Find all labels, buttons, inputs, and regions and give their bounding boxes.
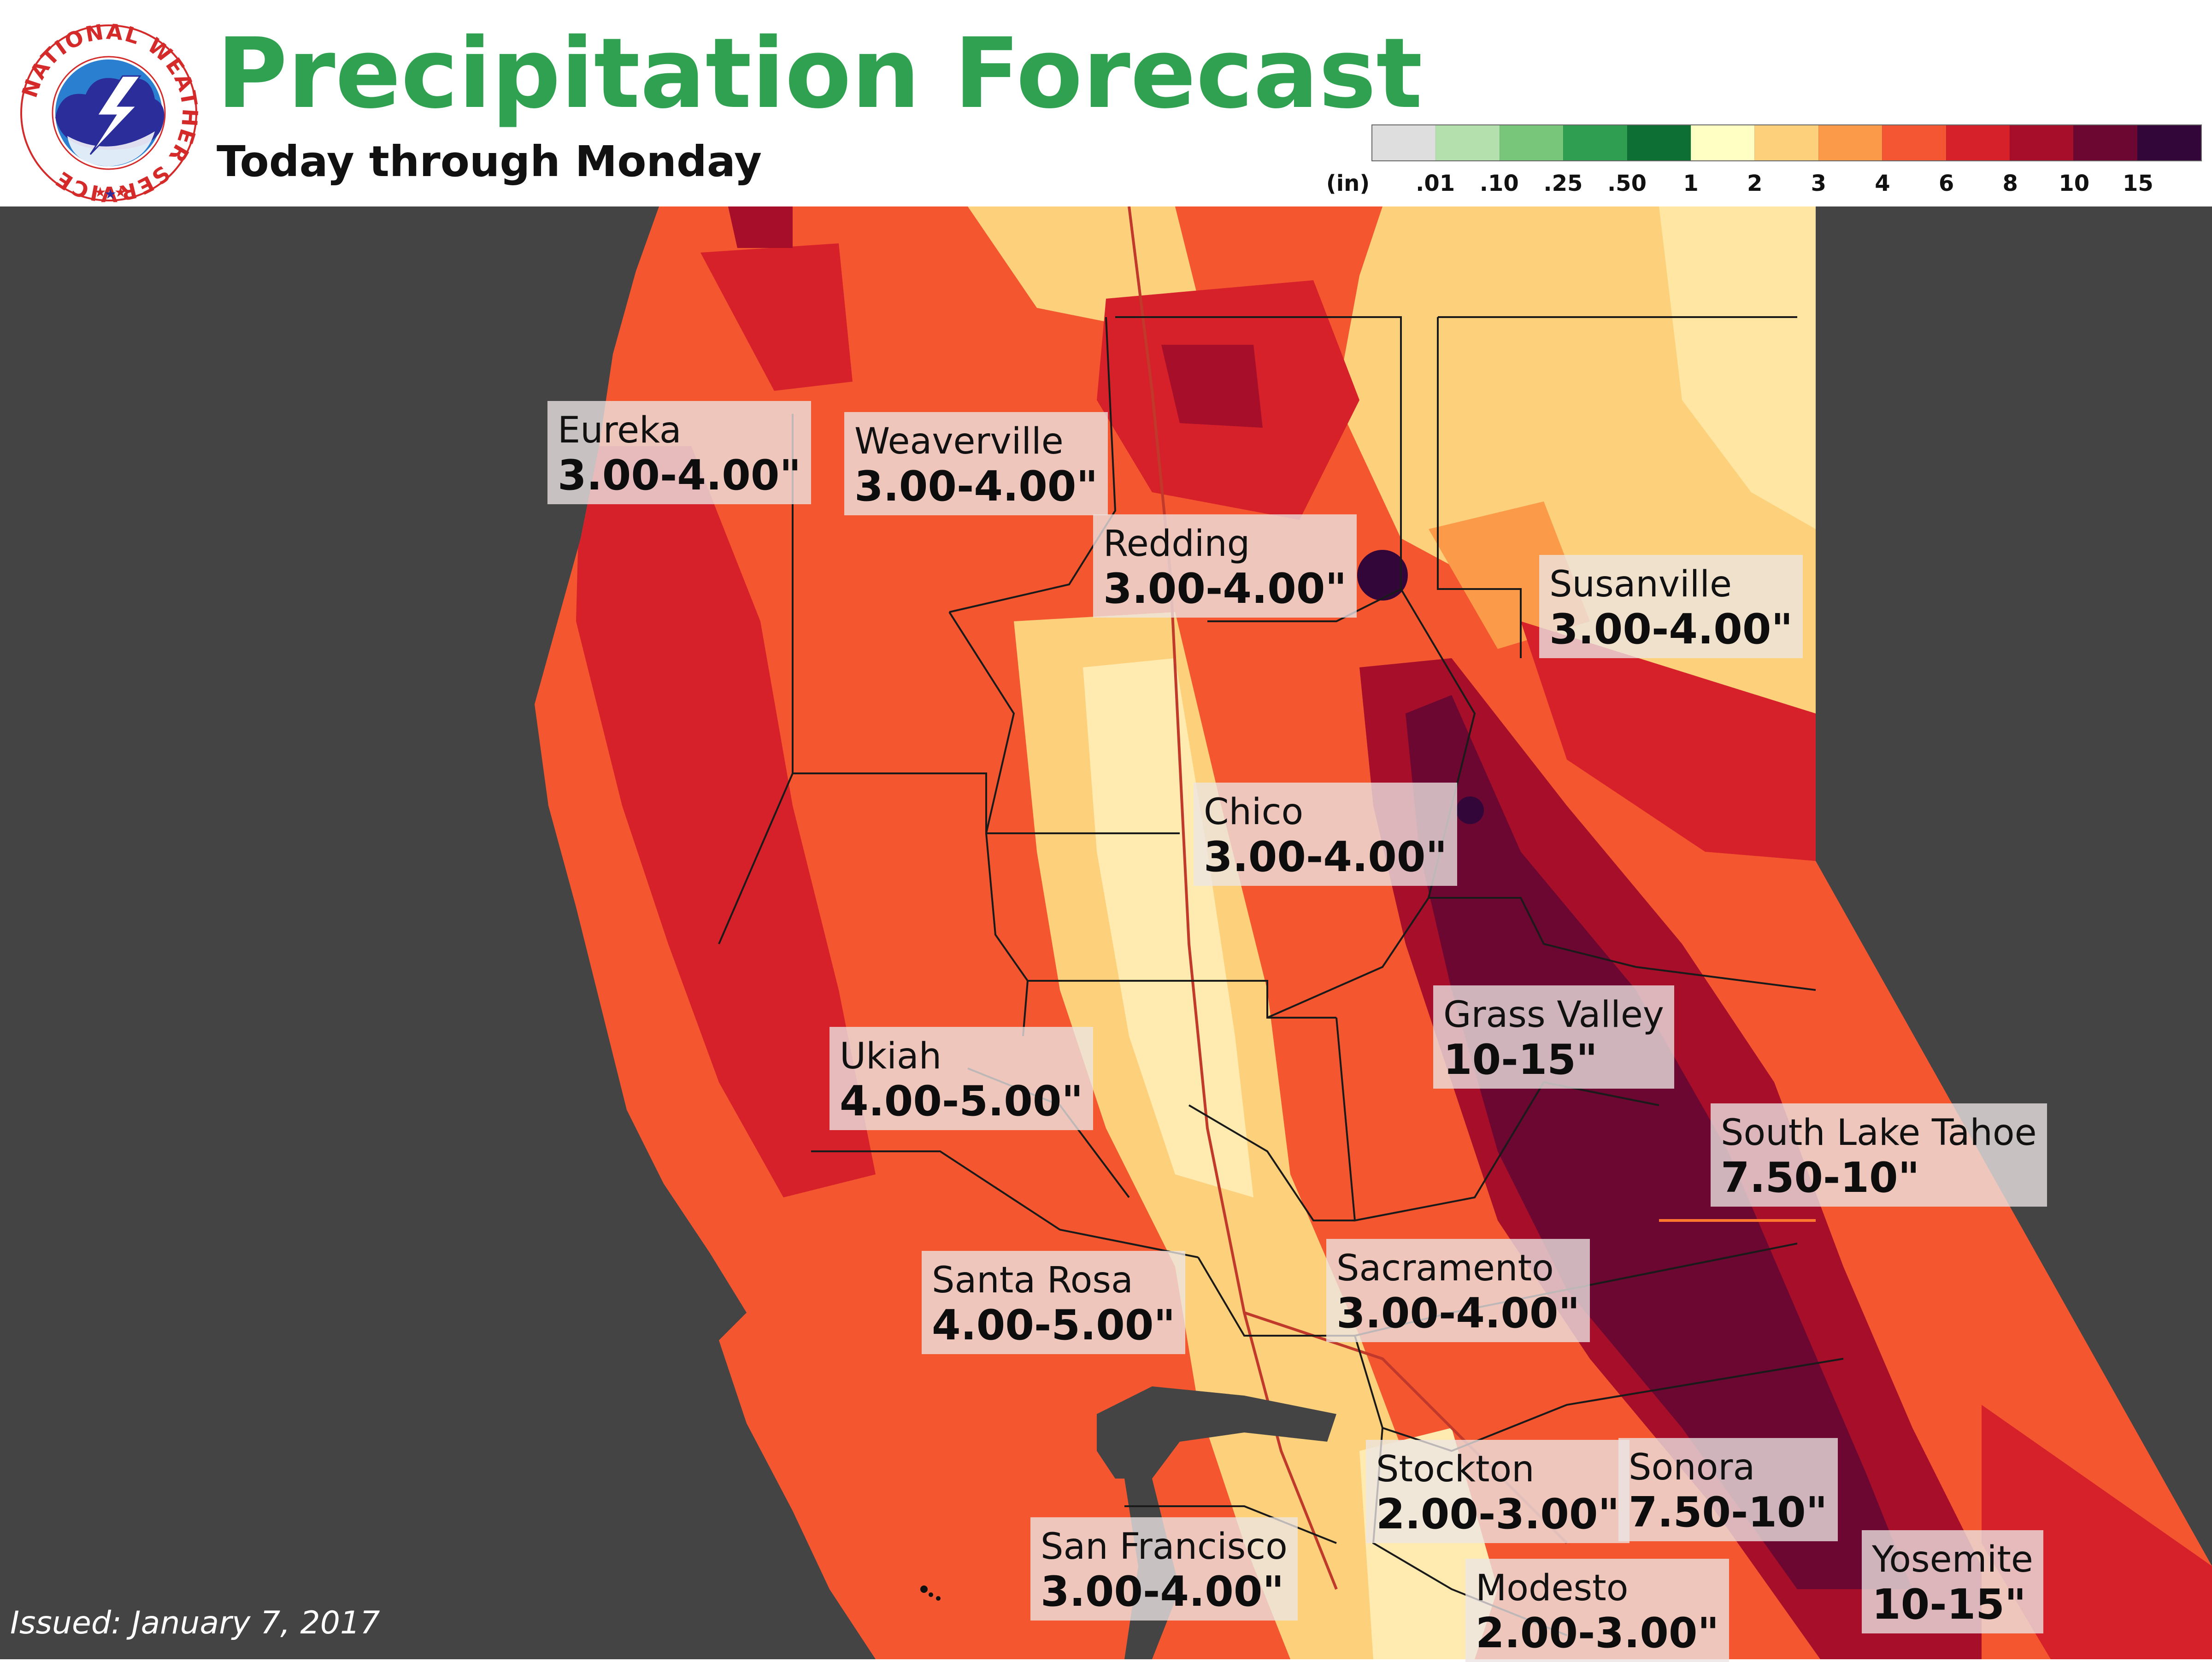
city-amount: 3.00-4.00" <box>854 462 1098 511</box>
city-amount: 3.00-4.00" <box>1549 605 1793 654</box>
city-amount: 3.00-4.00" <box>558 451 801 500</box>
city-name: Stockton <box>1376 1449 1535 1490</box>
legend-tick-label: .50 <box>1607 171 1647 196</box>
svg-text:★: ★ <box>114 184 127 200</box>
city-name: Susanville <box>1549 564 1732 605</box>
legend-tick-label: .25 <box>1543 171 1583 196</box>
city-label-eureka: Eureka 3.00-4.00" <box>547 401 812 504</box>
legend-swatch <box>1499 125 1564 160</box>
city-name: Ukiah <box>840 1036 942 1077</box>
legend-unit-label: (in) <box>1326 171 1370 196</box>
city-amount: 3.00-4.00" <box>1103 565 1347 613</box>
city-name: San Francisco <box>1041 1526 1288 1568</box>
legend-swatch <box>2009 125 2074 160</box>
city-amount: 10-15" <box>1443 1036 1598 1084</box>
legend-tick-label: 10 <box>2059 171 2090 196</box>
city-label-santa-rosa: Santa Rosa 4.00-5.00" <box>922 1251 1186 1354</box>
city-amount: 3.00-4.00" <box>1204 833 1447 881</box>
city-name: South Lake Tahoe <box>1721 1112 2037 1154</box>
legend-swatch <box>1627 125 1691 160</box>
city-label-chico: Chico 3.00-4.00" <box>1194 783 1458 886</box>
legend-tick-label: 3 <box>1811 171 1826 196</box>
legend-tick-label: 1 <box>1683 171 1699 196</box>
city-name: Weaverville <box>854 421 1064 462</box>
legend-tick-label: .10 <box>1479 171 1519 196</box>
city-label-susanville: Susanville 3.00-4.00" <box>1539 555 1803 658</box>
city-name: Sacramento <box>1336 1248 1554 1289</box>
legend-tick-label: 6 <box>1938 171 1954 196</box>
legend-swatch <box>1882 125 1946 160</box>
svg-text:★: ★ <box>94 184 106 200</box>
city-name: Grass Valley <box>1443 994 1664 1036</box>
legend-tick-label: 4 <box>1875 171 1890 196</box>
city-label-yosemite: Yosemite 10-15" <box>1862 1530 2043 1633</box>
city-label-sonora: Sonora 7.50-10" <box>1618 1438 1838 1541</box>
legend-swatch <box>1372 125 1436 160</box>
city-amount: 4.00-5.00" <box>932 1301 1176 1350</box>
city-name: Eureka <box>558 410 682 451</box>
city-amount: 7.50-10" <box>1721 1154 1920 1202</box>
legend-swatch <box>1946 125 2010 160</box>
city-amount: 3.00-4.00" <box>1041 1568 1284 1616</box>
legend-tick-label: 15 <box>2122 171 2153 196</box>
city-name: Yosemite <box>1872 1539 2033 1580</box>
legend-swatch <box>1818 125 1883 160</box>
city-amount: 7.50-10" <box>1629 1488 1828 1537</box>
legend-swatch <box>1563 125 1627 160</box>
issued-date: Issued: January 7, 2017 <box>10 1605 380 1641</box>
city-label-sacramento: Sacramento 3.00-4.00" <box>1326 1239 1590 1342</box>
city-amount: 10-15" <box>1872 1580 2026 1629</box>
city-label-ukiah: Ukiah 4.00-5.00" <box>830 1027 1094 1130</box>
city-label-redding: Redding 3.00-4.00" <box>1093 514 1357 618</box>
city-amount: 3.00-4.00" <box>1336 1289 1580 1338</box>
nws-logo: NATIONAL WEATHER SERVICE ★ ★ ★ <box>17 21 201 205</box>
city-name: Redding <box>1103 523 1250 565</box>
legend-labels: (in) .01 .10 .25 .50 1 2 3 4 6 8 10 15 <box>1326 171 2212 203</box>
city-label-stockton: Stockton 2.00-3.00" <box>1366 1440 1630 1543</box>
precipitation-map: Eureka 3.00-4.00" Weaverville 3.00-4.00"… <box>0 206 2212 1662</box>
legend-tick-label: 8 <box>2002 171 2018 196</box>
svg-text:★: ★ <box>104 186 117 202</box>
legend-swatch <box>2073 125 2137 160</box>
legend-swatch <box>2137 125 2201 160</box>
city-label-weaverville: Weaverville 3.00-4.00" <box>844 412 1108 515</box>
header: NATIONAL WEATHER SERVICE ★ ★ ★ Precipita… <box>0 0 2212 206</box>
legend-swatch <box>1435 125 1500 160</box>
city-amount: 4.00-5.00" <box>840 1077 1083 1126</box>
city-name: Sonora <box>1629 1447 1755 1488</box>
city-label-modesto: Modesto 2.00-3.00" <box>1465 1559 1730 1662</box>
page-title: Precipitation Forecast <box>217 17 1423 130</box>
color-legend <box>1371 124 2202 161</box>
legend-tick-label: 2 <box>1747 171 1763 196</box>
city-name: Chico <box>1204 791 1304 833</box>
city-amount: 2.00-3.00" <box>1476 1609 1719 1657</box>
city-amount: 2.00-3.00" <box>1376 1490 1620 1538</box>
legend-swatch <box>1690 125 1755 160</box>
legend-swatch <box>1754 125 1818 160</box>
page-subtitle: Today through Monday <box>217 137 762 186</box>
city-name: Modesto <box>1476 1568 1629 1609</box>
city-label-south-lake-tahoe: South Lake Tahoe 7.50-10" <box>1711 1103 2047 1207</box>
city-label-grass-valley: Grass Valley 10-15" <box>1433 985 1674 1089</box>
legend-tick-label: .01 <box>1416 171 1455 196</box>
city-name: Santa Rosa <box>932 1260 1133 1301</box>
city-label-san-francisco: San Francisco 3.00-4.00" <box>1030 1517 1298 1621</box>
